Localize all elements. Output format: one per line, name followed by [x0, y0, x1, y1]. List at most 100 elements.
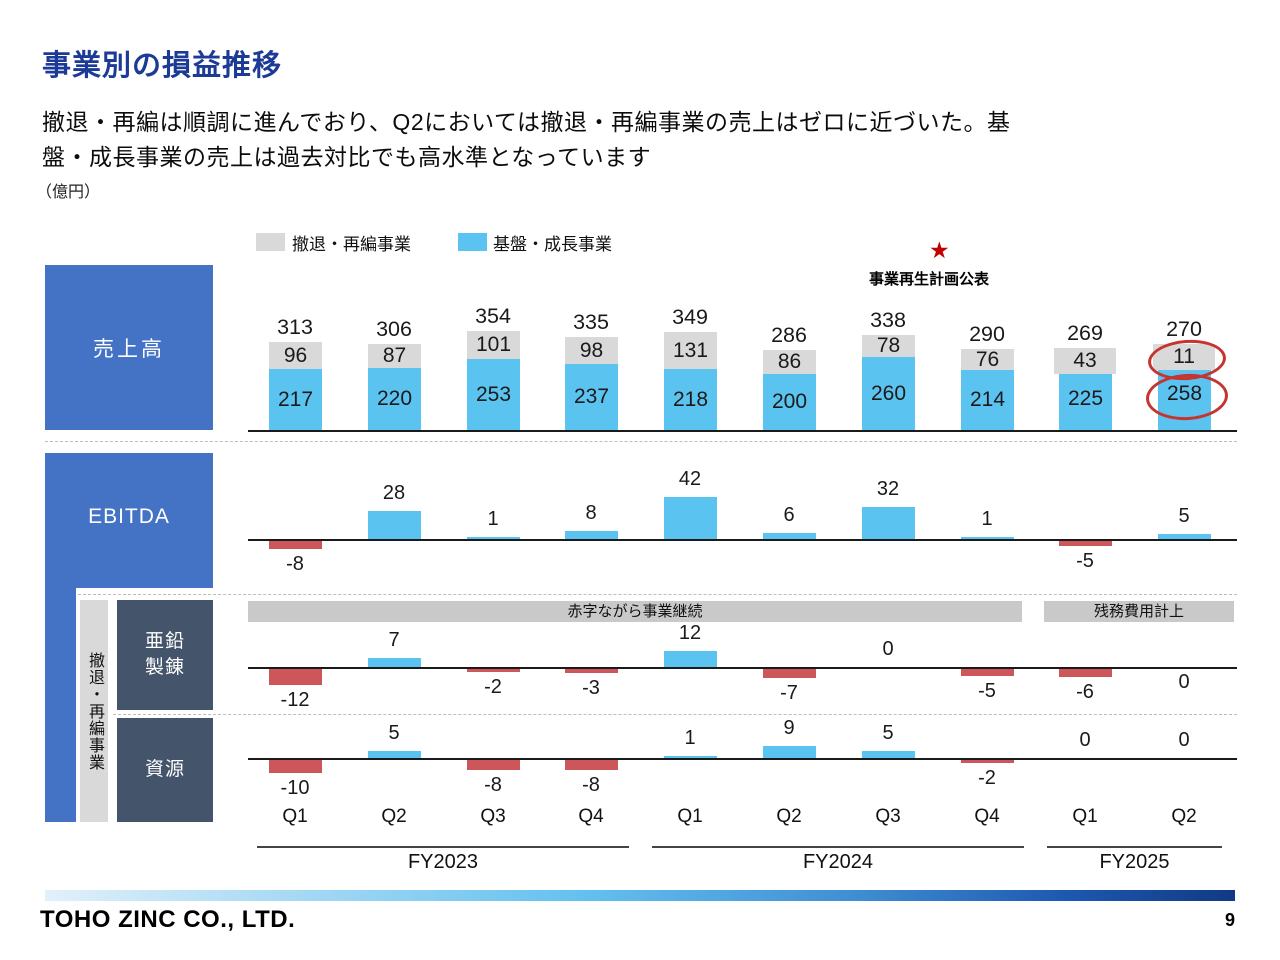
resources-bar: [467, 760, 520, 770]
zinc-value-label: -7: [780, 682, 798, 704]
resources-bar: [862, 751, 915, 758]
x-axis-group-line: [652, 846, 1024, 848]
row-header-ebitda-label: EBITDA: [88, 505, 170, 528]
x-axis-quarter-label: Q2: [381, 806, 407, 827]
resources-value-label: -10: [280, 777, 310, 799]
x-axis-quarter-label: Q1: [282, 806, 308, 827]
footer-company-name: TOHO ZINC CO., LTD.: [40, 906, 296, 933]
resources-value-label: -8: [582, 774, 600, 796]
zinc-bar: [467, 669, 520, 672]
sales-total-label: 290: [969, 322, 1005, 346]
zinc-value-label: -2: [484, 676, 502, 698]
resources-value-label: -2: [978, 767, 996, 789]
zinc-value-label: 0: [1178, 671, 1190, 693]
row-header-resources: 資源: [117, 718, 213, 822]
footer-page-number: 9: [1224, 910, 1235, 930]
sales-bar-withdrawal: 78: [862, 335, 915, 357]
resources-value-label: 0: [1079, 729, 1091, 751]
zinc-value-label: 12: [678, 622, 702, 644]
sales-bar-withdrawal: 131: [664, 332, 717, 369]
sales-withdrawal-value-box: 43: [1054, 348, 1116, 374]
resources-value-label: -8: [484, 774, 502, 796]
banner-residual-costs: 残務費用計上: [1044, 601, 1234, 622]
zinc-bar: [565, 669, 618, 673]
x-axis-group-label: FY2024: [802, 851, 874, 873]
zinc-bar: [1059, 669, 1112, 677]
legend-label-withdrawal: 撤退・再編事業: [292, 235, 411, 254]
ebitda-bar: [664, 497, 717, 539]
ebitda-value-label: 32: [876, 478, 900, 500]
ebitda-value-label: 8: [585, 502, 597, 524]
sales-total-label: 270: [1166, 317, 1202, 341]
x-axis-group-label: FY2025: [1099, 851, 1170, 873]
ebitda-bar: [961, 537, 1014, 539]
row-header-sales: 売上高: [45, 265, 213, 430]
resources-bar: [565, 760, 618, 770]
axis-zinc: [248, 667, 1237, 669]
sales-bar-core: 258: [1158, 358, 1211, 430]
row-header-zinc: 亜鉛 製錬: [117, 600, 213, 710]
x-axis-quarter-label: Q3: [875, 806, 901, 827]
resources-value-label: 9: [783, 717, 795, 739]
ebitda-value-label: 28: [382, 482, 406, 504]
resources-bar: [269, 760, 322, 773]
legend-swatch-core: [458, 233, 487, 251]
annotation-label: 事業再生計画公表: [869, 271, 990, 288]
sales-bar-core: 214: [961, 370, 1014, 430]
x-axis-group-label: FY2023: [407, 851, 479, 873]
ebitda-bar: [763, 533, 816, 539]
sales-bar-core: 237: [565, 364, 618, 430]
sales-bar-core: 217: [269, 369, 322, 430]
zinc-bar: [961, 669, 1014, 676]
separator-zinc-resources: [113, 714, 1237, 715]
sales-total-label: 349: [672, 305, 708, 329]
x-axis-quarter-label: Q1: [677, 806, 703, 827]
ebitda-value-label: 1: [487, 508, 499, 530]
ebitda-bar: [565, 531, 618, 539]
sales-bar-core: 200: [763, 374, 816, 430]
sales-bar-core: 225: [1059, 367, 1112, 430]
sales-bar-withdrawal: 101: [467, 331, 520, 359]
ebitda-bar: [269, 541, 322, 549]
ebitda-value-label: -5: [1076, 550, 1094, 572]
resources-bar: [664, 756, 717, 758]
sales-bar-withdrawal: 96: [269, 342, 322, 369]
ebitda-value-label: -8: [286, 553, 304, 575]
zinc-label-line1: 亜鉛: [144, 631, 185, 652]
resources-value-label: 5: [882, 722, 894, 744]
zinc-value-label: 7: [388, 629, 400, 651]
sales-withdrawal-value-box: 11: [1153, 344, 1215, 370]
unit-label: （億円）: [36, 184, 101, 201]
x-axis-group-line: [1047, 846, 1222, 848]
ebitda-bar: [1059, 541, 1112, 546]
zinc-bar: [664, 651, 717, 667]
sales-bar-core: 218: [664, 369, 717, 430]
separator-ebitda-zinc: [78, 594, 1237, 595]
legend-label-core: 基盤・成長事業: [493, 235, 612, 254]
ebitda-value-label: 1: [981, 508, 993, 530]
x-axis-group-line: [257, 846, 629, 848]
sales-total-label: 286: [771, 323, 807, 347]
withdrawal-group-label: 撤退・再編事業: [86, 651, 103, 771]
resources-value-label: 5: [388, 722, 400, 744]
x-axis-quarter-label: Q3: [480, 806, 506, 827]
resources-bar: [368, 751, 421, 758]
x-axis-quarter-label: Q2: [1171, 806, 1197, 827]
subtitle-line-2: 盤・成長事業の売上は過去対比でも高水準となっています: [42, 144, 652, 170]
zinc-label-line2: 製錬: [144, 657, 185, 678]
axis-ebitda: [248, 539, 1237, 541]
zinc-bar: [368, 658, 421, 667]
resources-value-label: 1: [684, 727, 696, 749]
page-title: 事業別の損益推移: [42, 50, 283, 82]
resources-bar: [763, 746, 816, 758]
subtitle-line-1: 撤退・再編は順調に進んでおり、Q2においては撤退・再編事業の売上はゼロに近づいた…: [42, 109, 1011, 135]
zinc-value-label: -6: [1076, 681, 1094, 703]
zinc-bar: [763, 669, 816, 678]
x-axis-quarter-label: Q2: [776, 806, 802, 827]
zinc-value-label: -3: [582, 677, 600, 699]
sales-bar-withdrawal: 86: [763, 350, 816, 374]
resources-value-label: 0: [1178, 729, 1190, 751]
ebitda-bar: [467, 537, 520, 539]
sales-bar-core: 253: [467, 359, 520, 430]
